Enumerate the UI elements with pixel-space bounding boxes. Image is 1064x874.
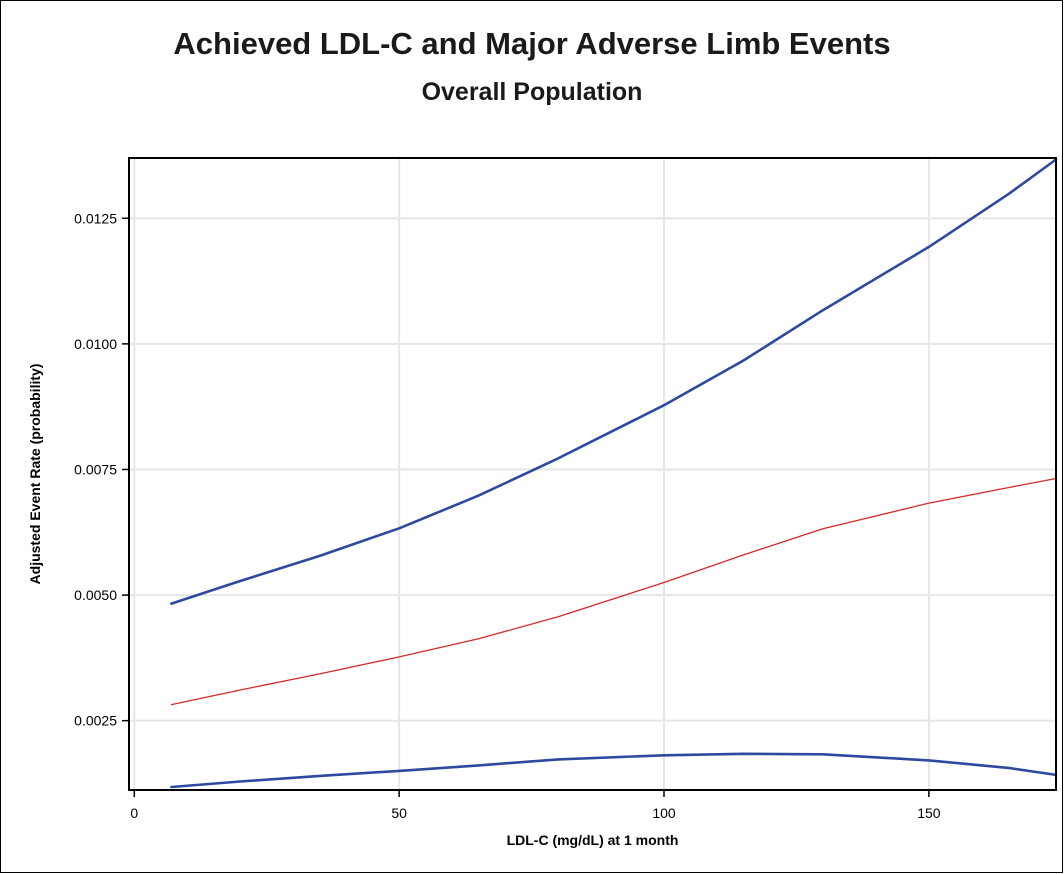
series-line-lower-confidence-bound <box>170 752 1058 789</box>
series-line-upper-confidence-bound <box>170 158 1058 605</box>
y-tick-label-1: 0.0050 <box>74 587 117 603</box>
axes: 0 50 100 150 0.0025 0.0050 0.0075 0.0100 0.0125 <box>74 210 941 821</box>
series-layer <box>170 158 1058 789</box>
series-line-estimate <box>170 477 1057 706</box>
x-tick-label-0: 0 <box>130 805 138 821</box>
x-tick-label-1: 50 <box>391 805 407 821</box>
y-tick-label-3: 0.0100 <box>74 336 117 352</box>
plot-border <box>128 157 1057 791</box>
y-axis-title: Adjusted Event Rate (probability) <box>27 364 43 585</box>
x-tick-label-2: 100 <box>652 805 676 821</box>
y-tick-label-4: 0.0125 <box>74 210 117 226</box>
chart-title: Achieved LDL-C and Major Adverse Limb Ev… <box>173 26 891 61</box>
x-tick-label-3: 150 <box>917 805 941 821</box>
y-tick-label-2: 0.0075 <box>74 461 117 477</box>
y-tick-label-0: 0.0025 <box>74 713 117 729</box>
gridlines <box>129 158 1056 790</box>
x-axis-title: LDL-C (mg/dL) at 1 month <box>507 832 679 848</box>
chart-subtitle: Overall Population <box>421 78 643 106</box>
